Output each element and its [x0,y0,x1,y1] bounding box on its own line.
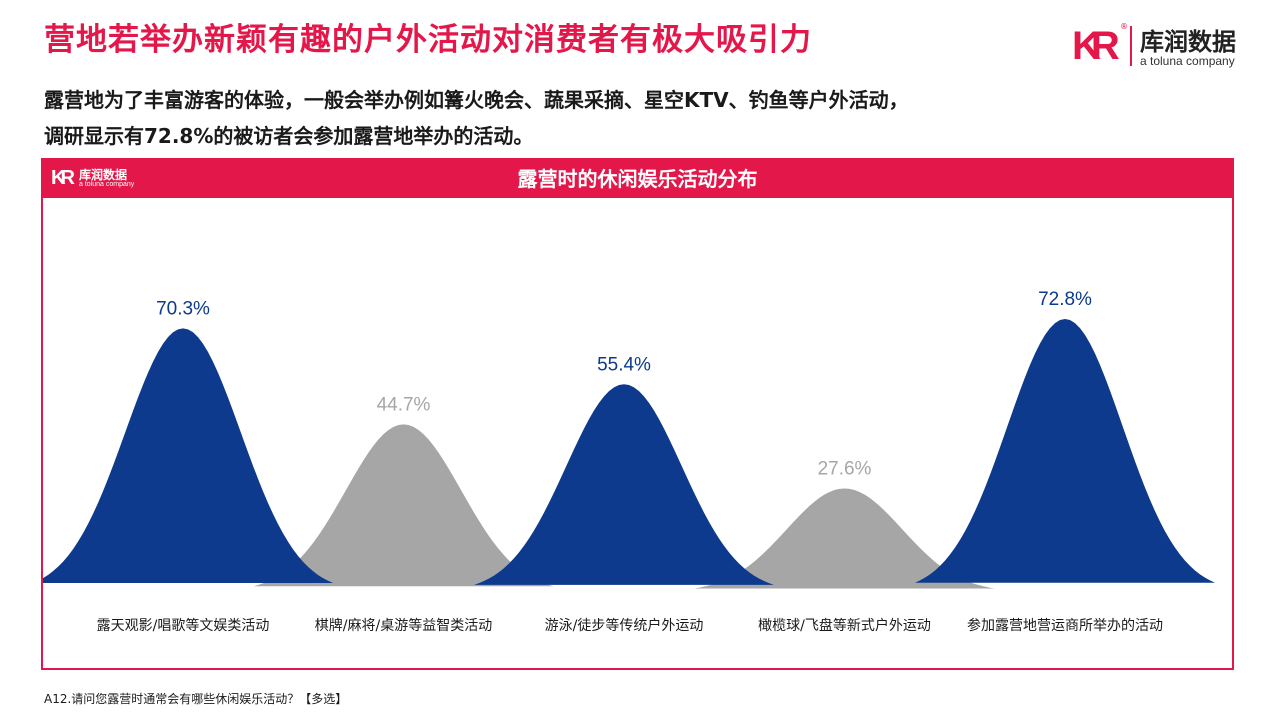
chart-panel-header: KR 库润数据 a toluna company 露营时的休闲娱乐活动分布 [43,160,1232,198]
bell-area-4 [694,488,995,589]
bell-area-3 [474,384,774,585]
subtitle-line-2: 调研显示有72.8%的被访者会参加露营地举办的活动。 [44,124,534,148]
value-label-3: 55.4% [597,354,651,375]
value-label-1: 70.3% [156,298,210,319]
bell-area-5 [915,319,1215,583]
panel-logo: KR 库润数据 a toluna company [51,165,151,193]
panel-logo-mark-icon: KR [51,167,75,189]
panel-logo-name: 库润数据 [79,168,128,182]
bell-chart: 70.3% 露天观影/唱歌等文娱类活动 44.7% 棋牌/麻将/桌游等益智类活动 55.… [43,289,1215,634]
category-label-3: 游泳/徒步等传统户外运动 [545,617,704,634]
page-title: 营地若举办新颖有趣的户外活动对消费者有极大吸引力 [44,22,812,58]
question-footnote: A12.请问您露营时通常会有哪些休闲娱乐活动？【多选】 [44,692,348,706]
brand-mark-icon: KR [1072,24,1120,68]
chart-panel: KR 库润数据 a toluna company 露营时的休闲娱乐活动分布 70… [41,158,1234,670]
category-label-5: 参加露营地营运商所举办的活动 [967,617,1163,634]
value-label-5: 72.8% [1038,289,1092,310]
bell-area-1 [43,328,333,584]
category-label-1: 露天观影/唱歌等文娱类活动 [97,617,270,634]
brand-tagline: a toluna company [1140,54,1235,68]
page-subtitle: 露营地为了丰富游客的体验，一般会举办例如篝火晚会、蔬果采摘、星空KTV、钓鱼等户… [44,82,1144,154]
value-label-4: 27.6% [818,459,872,480]
panel-logo-tagline: a toluna company [79,181,135,188]
bell-area-2 [253,424,554,587]
brand-logo: KR ® 库润数据 a toluna company [1072,22,1254,70]
brand-divider [1130,26,1132,66]
brand-name: 库润数据 [1140,28,1236,56]
category-label-2: 棋牌/麻将/桌游等益智类活动 [315,617,492,634]
chart-title: 露营时的休闲娱乐活动分布 [517,167,758,191]
subtitle-line-1: 露营地为了丰富游客的体验，一般会举办例如篝火晚会、蔬果采摘、星空KTV、钓鱼等户… [44,88,909,112]
value-label-2: 44.7% [377,394,431,415]
category-label-4: 橄榄球/飞盘等新式户外运动 [758,617,931,634]
registered-mark: ® [1120,22,1128,31]
